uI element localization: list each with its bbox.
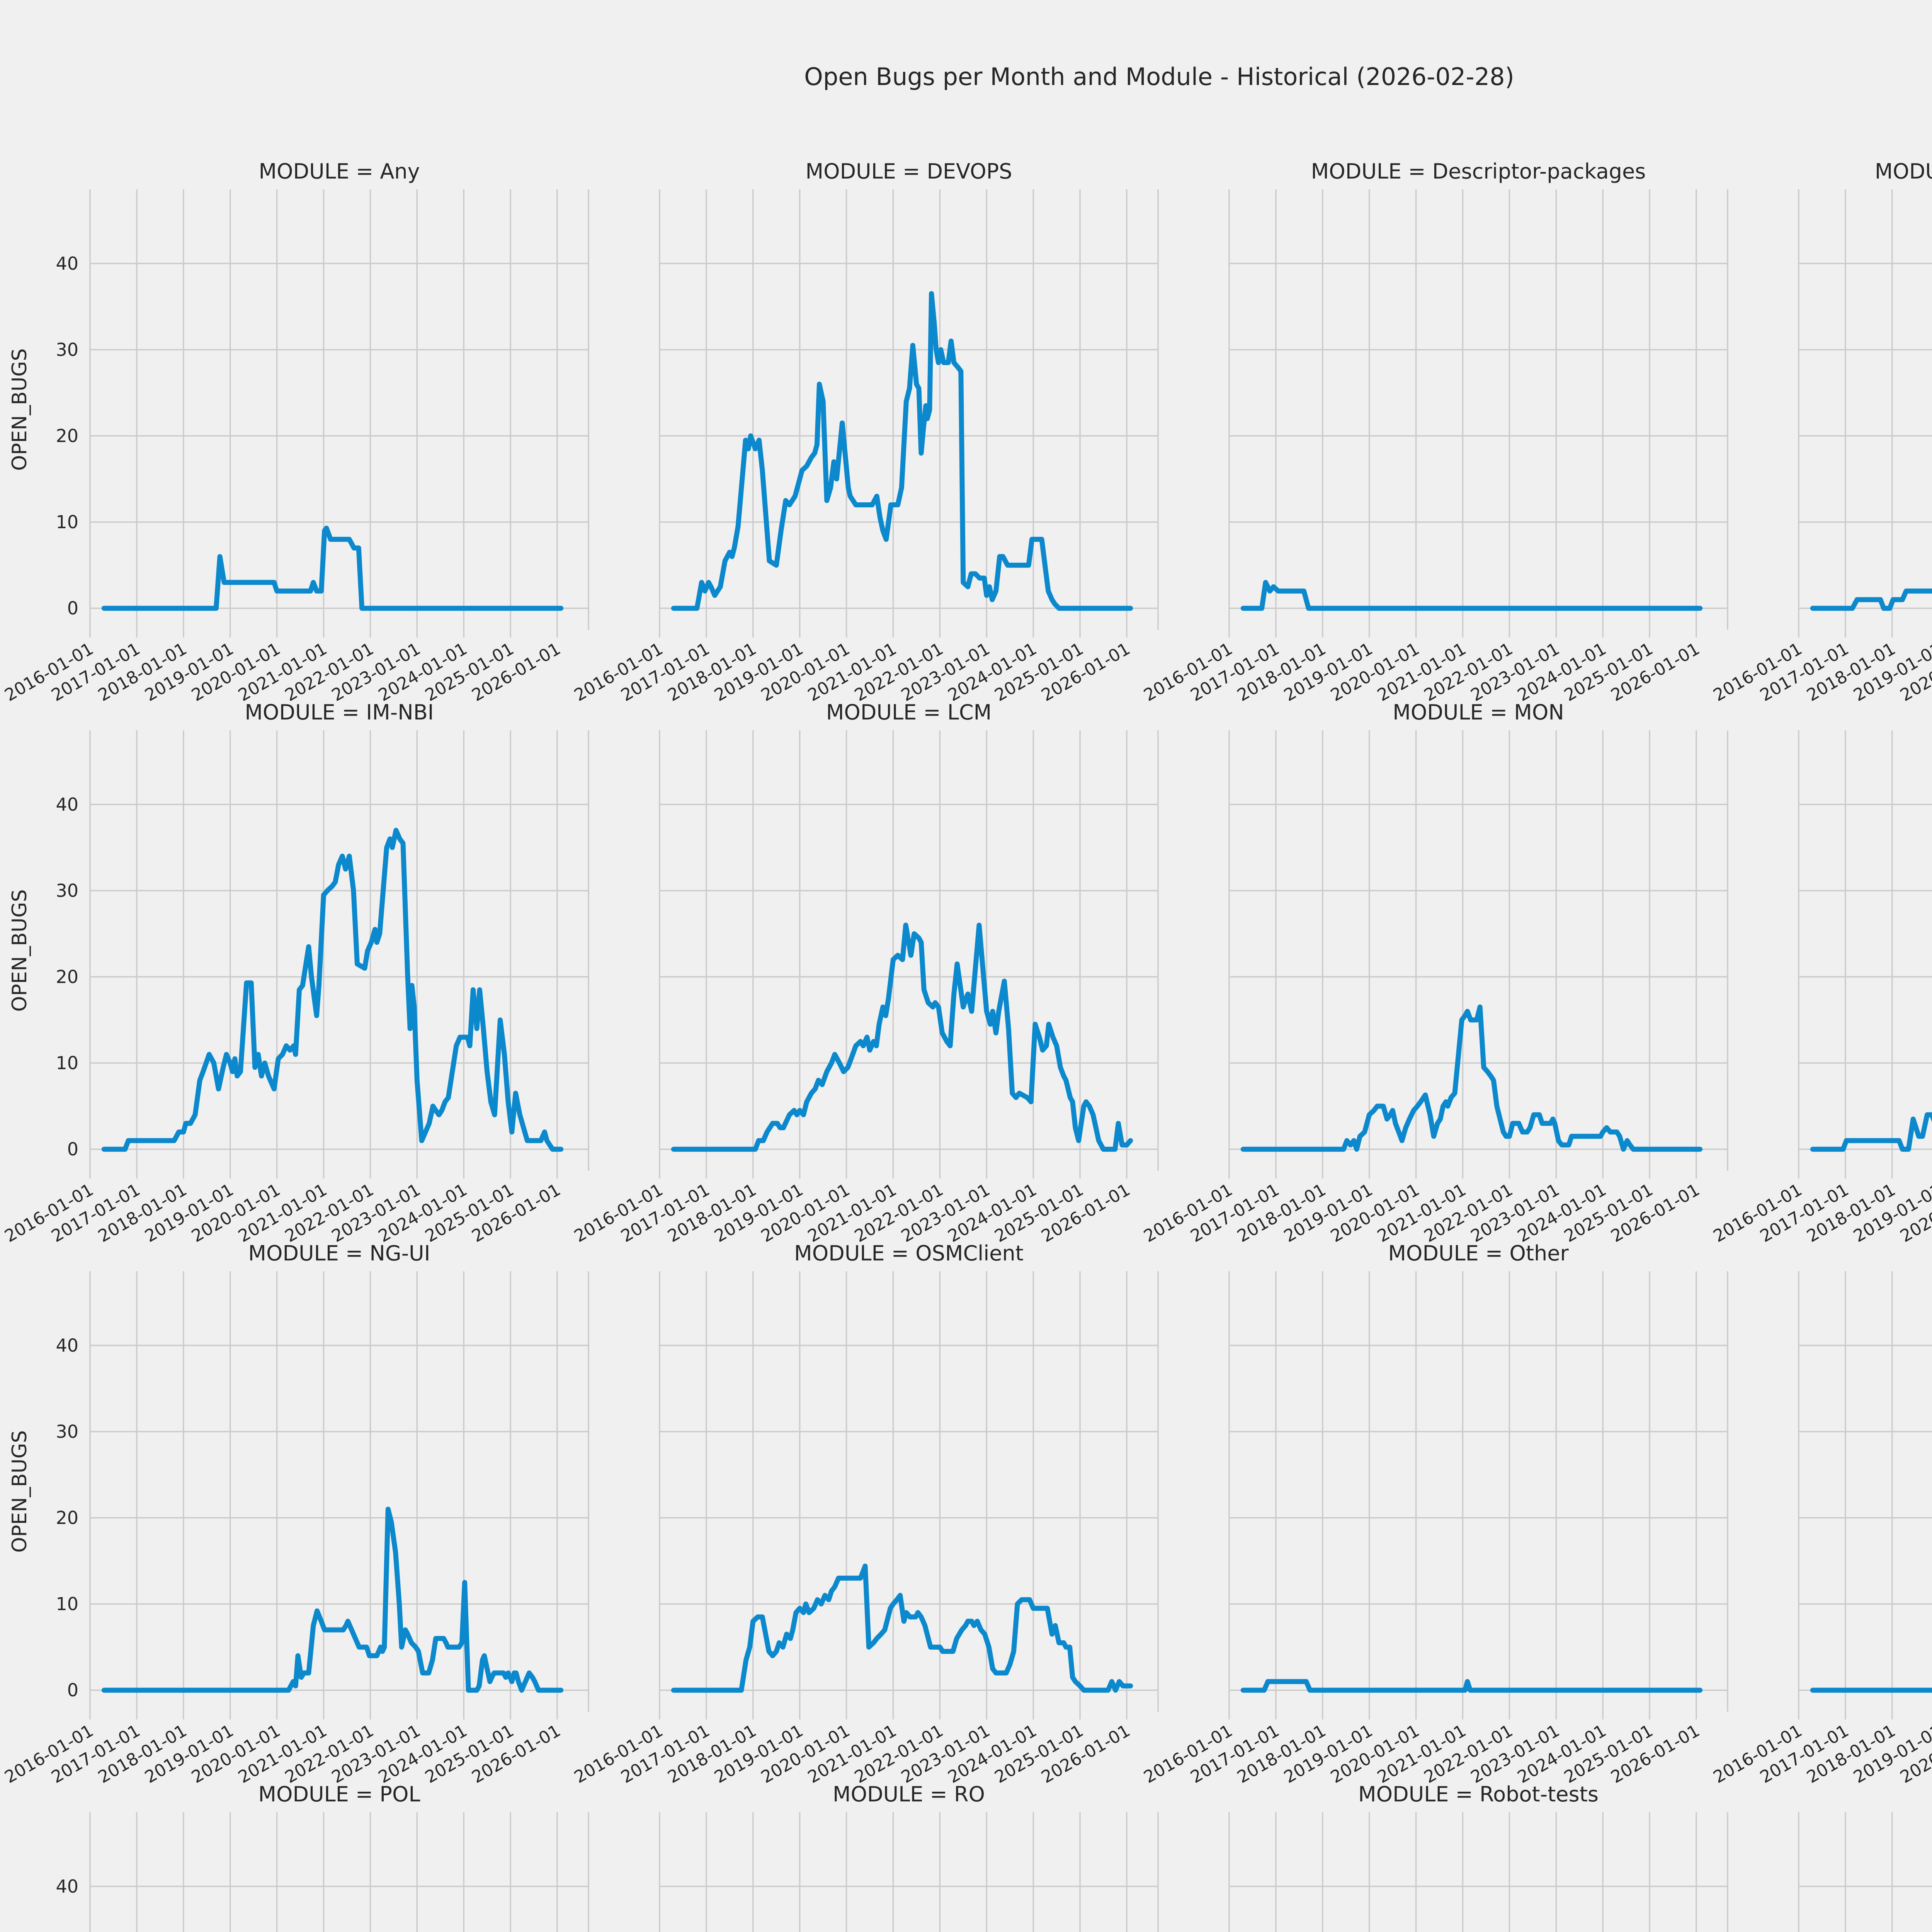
series-line [101,526,564,611]
y-tick-label: 10 [56,512,78,532]
facet-title: MODULE = LCM [826,700,992,724]
y-tick-label: 40 [56,1876,78,1897]
series-line [101,828,564,1152]
y-tick-label: 30 [56,339,78,360]
facet-Unknown: 2016-01-012017-01-012018-01-012019-01-01… [1798,1812,1932,1932]
facet-Any: 2016-01-012017-01-012018-01-012019-01-01… [2,159,589,705]
y-tick-label: 10 [56,1594,78,1614]
y-tick-label: 40 [56,1335,78,1356]
facet-PLA: 2016-01-012017-01-012018-01-012019-01-01… [1710,1271,1932,1787]
y-tick-label: 0 [67,1680,78,1701]
facet-title: MODULE = Any [259,159,420,184]
facet-NG-UI: 2016-01-012017-01-012018-01-012019-01-01… [2,1241,589,1787]
series-line [101,1507,564,1693]
series-line [1810,1687,1932,1693]
y-tick-label: 40 [56,794,78,815]
facet-title: MODULE = MON [1393,700,1564,724]
facet-title: MODULE = Robot-tests [1358,1782,1599,1806]
y-axis-label: OPEN_BUGS [8,348,31,471]
facet-title: MODULE = NG-UI [248,1241,430,1265]
y-tick-label: 30 [56,1421,78,1442]
series-line [671,291,1133,611]
facet-LCM: 2016-01-012017-01-012018-01-012019-01-01… [571,700,1159,1246]
facet-Descriptor-packages: 2016-01-012017-01-012018-01-012019-01-01… [1141,159,1728,705]
facet-title: MODULE = RO [833,1782,985,1806]
series-line [1240,580,1703,611]
series-line [671,922,1133,1152]
facet-Robot-tests: 2016-01-012017-01-012018-01-012019-01-01… [1228,1782,1728,1932]
facet-title: MODULE = DEVOPS [805,159,1012,184]
y-tick-label: 0 [67,1139,78,1160]
series-line [671,1563,1133,1693]
facet-RO: 2016-01-012017-01-012018-01-012019-01-01… [659,1782,1159,1932]
facet-title: MODULE = Documentation / Wiki [1875,159,1932,184]
y-axis-label: OPEN_BUGS [8,889,31,1012]
y-tick-label: 10 [56,1053,78,1073]
facet-title: MODULE = Descriptor-packages [1311,159,1646,184]
facet-Other: 2016-01-012017-01-012018-01-012019-01-01… [1141,1241,1728,1787]
facet-Documentation / Wiki: 2016-01-012017-01-012018-01-012019-01-01… [1710,159,1932,705]
facet-DEVOPS: 2016-01-012017-01-012018-01-012019-01-01… [571,159,1159,705]
facet-title: MODULE = POL [258,1782,420,1806]
facet-N2VC: 2016-01-012017-01-012018-01-012019-01-01… [1710,730,1932,1246]
y-tick-label: 30 [56,880,78,901]
y-axis-label: OPEN_BUGS [8,1430,31,1553]
y-tick-label: 20 [56,966,78,987]
facet-IM-NBI: 2016-01-012017-01-012018-01-012019-01-01… [2,700,589,1246]
series-line [1240,1004,1703,1152]
series-line [1810,588,1932,611]
facet-title: MODULE = OSMClient [794,1241,1024,1265]
facet-POL: 2016-01-012017-01-012018-01-012019-01-01… [56,1782,589,1932]
series-line [1240,1679,1703,1693]
facet-title: MODULE = Other [1388,1241,1569,1265]
y-tick-label: 20 [56,425,78,446]
series-line [1810,1112,1932,1152]
y-tick-label: 40 [56,253,78,274]
y-tick-label: 0 [67,598,78,619]
facet-title: MODULE = IM-NBI [245,700,434,724]
facet-OSMClient: 2016-01-012017-01-012018-01-012019-01-01… [571,1241,1159,1787]
facet-MON: 2016-01-012017-01-012018-01-012019-01-01… [1141,700,1728,1246]
figure-title: Open Bugs per Month and Module - Histori… [804,63,1514,91]
y-tick-label: 20 [56,1507,78,1528]
